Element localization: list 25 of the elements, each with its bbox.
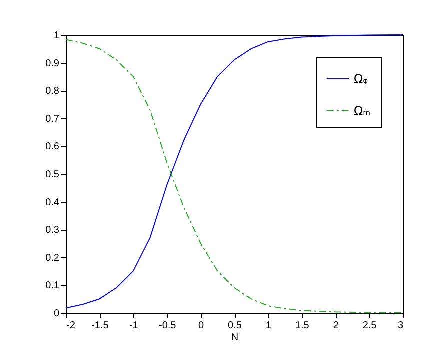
x-tick-label: 3 <box>398 320 404 332</box>
y-tick-label: 0.7 <box>46 114 60 125</box>
x-tick-label: -1.5 <box>92 320 110 332</box>
x-tick-label: 0.5 <box>228 320 242 332</box>
y-tick-label: 1 <box>54 30 60 42</box>
x-tick-label: 2.5 <box>362 320 378 332</box>
x-tick-label: -2 <box>66 320 76 332</box>
x-tick-label: 1 <box>266 320 272 332</box>
legend-label: Ωᵩ <box>354 72 368 86</box>
y-tick-label: 0.8 <box>46 86 60 98</box>
y-tick-label: 0.2 <box>46 252 60 264</box>
y-tick-label: 0.4 <box>46 197 60 208</box>
x-tick-label: 2 <box>333 320 340 332</box>
y-tick-label: 0.1 <box>46 280 60 292</box>
x-tick-label: 1.5 <box>295 320 310 332</box>
legend-label: Ωₘ <box>354 104 371 118</box>
y-tick-label: 0.9 <box>46 58 60 70</box>
x-tick-label: -0.5 <box>158 320 177 332</box>
y-tick-label: 0.5 <box>46 170 60 180</box>
y-tick-label: 0.3 <box>46 225 60 236</box>
y-tick-label: 0 <box>54 308 60 320</box>
x-tick-label: 0 <box>198 320 205 332</box>
x-tick-label: -1 <box>129 320 139 332</box>
y-tick-label: 0.6 <box>46 142 60 153</box>
x-axis-title: N <box>231 332 239 344</box>
